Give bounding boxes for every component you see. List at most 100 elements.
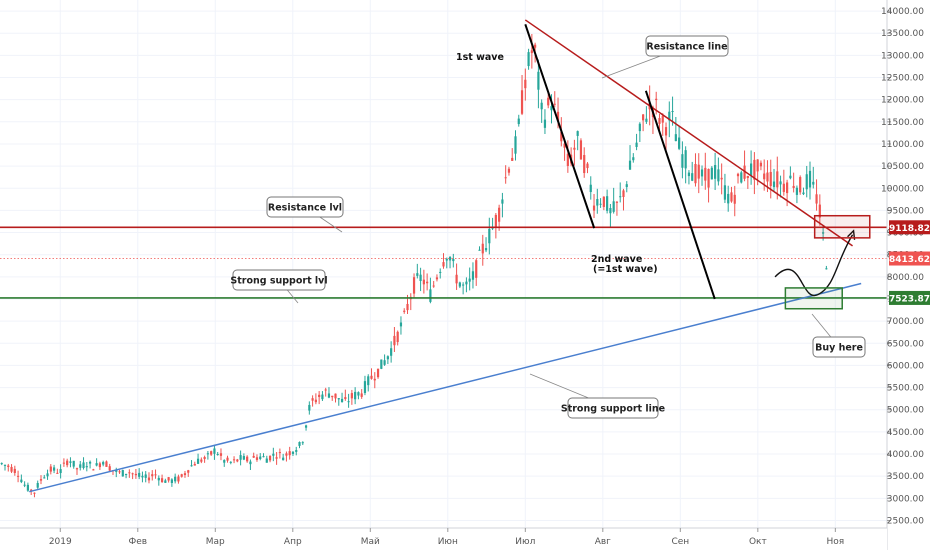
candle-body	[596, 199, 599, 206]
candle	[674, 116, 677, 142]
candle-body	[772, 181, 776, 188]
candle	[170, 478, 173, 487]
candle-body	[0, 463, 3, 465]
candle-body	[426, 281, 429, 284]
x-tick-label: 2019	[49, 537, 72, 547]
x-tick-label: Ноя	[826, 537, 844, 547]
candle	[131, 472, 134, 480]
candle-body	[190, 465, 193, 467]
candle-body	[255, 457, 259, 460]
candle-body	[304, 425, 308, 428]
candle	[177, 474, 180, 484]
candle-body	[511, 157, 514, 161]
candle	[622, 188, 625, 211]
candle	[102, 460, 105, 467]
candle-body	[717, 169, 720, 182]
candle-body	[674, 134, 677, 142]
candle	[697, 153, 700, 194]
candle	[661, 113, 664, 136]
candle-body	[795, 187, 799, 195]
candle	[750, 150, 753, 185]
candle-body	[295, 450, 298, 452]
candle	[39, 475, 43, 485]
candle-body	[628, 160, 632, 170]
candle	[3, 464, 7, 471]
candle	[399, 316, 403, 335]
candle-body	[520, 90, 524, 114]
candle-body	[432, 285, 435, 287]
x-tick-label: Фев	[128, 537, 147, 547]
y-tick-label: 13000.00	[881, 51, 924, 61]
x-tick-label: Май	[361, 537, 380, 547]
candle-body	[75, 468, 79, 470]
candle-body	[635, 142, 638, 148]
candle	[412, 273, 416, 298]
candle	[16, 470, 20, 483]
candle	[596, 188, 599, 214]
candle	[26, 482, 30, 492]
candle	[714, 152, 717, 191]
candle-body	[556, 111, 560, 121]
candle-body	[92, 469, 95, 471]
candle	[10, 464, 13, 474]
candle-body	[154, 474, 157, 476]
y-tick-label: 8000.00	[887, 273, 924, 283]
candle	[334, 393, 337, 403]
candle	[543, 109, 547, 134]
candle	[213, 444, 216, 460]
candle-body	[547, 97, 550, 106]
candle-body	[602, 196, 605, 207]
candle-body	[573, 147, 576, 150]
candle	[105, 460, 108, 467]
candle-body	[452, 259, 455, 262]
candle-body	[442, 262, 445, 267]
x-axis: 2019 Фев Мар Апр Май Июн Июл Авг Сен Окт Ноя	[0, 527, 887, 550]
candle	[808, 161, 812, 200]
candle-body	[370, 375, 373, 379]
candle-body	[187, 470, 190, 473]
candle	[429, 277, 432, 304]
y-tick-label: 5500.00	[887, 384, 924, 394]
candle	[455, 263, 458, 290]
candle-body	[514, 136, 517, 154]
candle	[246, 455, 249, 463]
candle	[272, 447, 275, 462]
candle	[635, 133, 638, 151]
candle-body	[445, 258, 448, 261]
candle	[694, 153, 697, 187]
candle-body	[488, 228, 491, 244]
candle	[337, 397, 340, 406]
candle-body	[714, 165, 717, 179]
candle-body	[498, 207, 501, 222]
candle-body	[704, 167, 707, 181]
candle	[92, 468, 95, 471]
candle-body	[435, 277, 439, 280]
candle-body	[386, 356, 389, 360]
candle	[350, 389, 353, 405]
candle	[134, 468, 137, 479]
candle-body	[160, 478, 164, 483]
candle-body	[727, 193, 730, 204]
candle-body	[566, 153, 569, 166]
candle	[180, 473, 183, 478]
candle	[363, 375, 367, 396]
candle-body	[723, 185, 727, 200]
candle-body	[121, 470, 124, 477]
candle	[465, 277, 468, 293]
candle-body	[638, 123, 641, 132]
candle-body	[262, 456, 265, 458]
candle	[733, 185, 736, 217]
candle-body	[210, 451, 213, 455]
candle	[740, 170, 743, 184]
candle	[236, 458, 239, 463]
candle	[825, 265, 828, 270]
candle-body	[507, 168, 511, 173]
candle	[475, 258, 478, 286]
candle-body	[403, 310, 406, 312]
candle-body	[30, 489, 33, 492]
candle	[59, 464, 62, 479]
candle	[216, 452, 219, 456]
candle	[118, 469, 121, 474]
callout-box	[232, 269, 326, 291]
candle-body	[645, 118, 648, 122]
